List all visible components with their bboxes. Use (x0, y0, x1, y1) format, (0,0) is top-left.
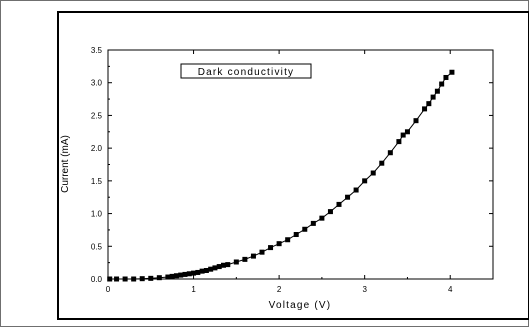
data-point (285, 237, 291, 243)
y-tick-label: 3.0 (91, 79, 103, 88)
data-point (122, 276, 128, 282)
data-point (276, 241, 282, 247)
data-point (449, 69, 455, 75)
data-point (319, 215, 325, 221)
data-markers (107, 69, 455, 282)
y-axis-label: Current (mA) (60, 135, 71, 193)
data-point (387, 150, 393, 156)
data-point (221, 262, 226, 268)
data-point (242, 256, 248, 262)
data-point (195, 269, 201, 275)
inner-frame (57, 11, 529, 320)
data-point (327, 209, 333, 215)
x-axis: 0 1 2 3 4 (106, 50, 453, 294)
data-point (208, 266, 214, 272)
data-point (353, 187, 359, 193)
data-point (148, 275, 154, 281)
data-point (233, 259, 239, 265)
x-tick-label: 1 (191, 285, 196, 294)
data-point (139, 276, 145, 282)
data-point (430, 94, 436, 100)
y-tick-label: 0.0 (91, 275, 103, 284)
data-point (422, 106, 428, 112)
data-point (302, 226, 308, 232)
annotation-box (180, 63, 312, 79)
y-tick-label: 2.5 (91, 111, 103, 120)
data-point (182, 271, 188, 277)
x-tick-label: 0 (106, 285, 111, 294)
y-axis: 0.0 0.5 1.0 1.5 2.0 2.5 3.0 3.5 (91, 46, 493, 284)
y-tick-label: 1.5 (91, 177, 103, 186)
data-point (107, 276, 113, 282)
data-point (225, 262, 231, 268)
data-point (156, 275, 162, 281)
data-point (178, 272, 184, 278)
data-point (165, 274, 171, 280)
data-point (396, 139, 402, 145)
data-point (443, 74, 449, 80)
data-point (191, 270, 197, 276)
y-tick-label: 1.0 (91, 210, 103, 219)
data-point (413, 118, 419, 124)
y-tick-label: 2.0 (91, 144, 103, 153)
data-point (173, 273, 179, 279)
fit-line (109, 71, 453, 280)
data-point (370, 170, 376, 176)
data-point (293, 232, 299, 238)
data-point (310, 220, 316, 226)
x-tick-label: 2 (277, 285, 282, 294)
data-point (114, 276, 120, 282)
data-point (268, 245, 274, 251)
data-point (345, 194, 351, 200)
data-point (203, 267, 209, 273)
data-point (186, 271, 192, 277)
x-tick-label: 3 (362, 285, 367, 294)
y-tick-label: 0.5 (91, 242, 103, 251)
y-tick-label: 3.5 (91, 46, 103, 55)
data-point (259, 249, 265, 255)
data-point (379, 160, 385, 166)
data-point (169, 273, 175, 279)
data-point (426, 101, 432, 107)
data-point (336, 201, 342, 207)
data-point (434, 88, 440, 94)
data-point (212, 265, 218, 271)
plot-area (107, 49, 494, 280)
data-point (250, 253, 256, 259)
data-point (362, 178, 368, 184)
annotation-label: Dark conductivity (198, 67, 295, 78)
data-point (216, 264, 222, 270)
data-point (400, 132, 406, 138)
data-point (404, 129, 410, 135)
data-point (439, 81, 445, 87)
x-tick-label: 4 (448, 285, 453, 294)
x-axis-label: Voltage (V) (269, 300, 332, 311)
data-point (199, 268, 205, 274)
data-point (131, 276, 137, 282)
